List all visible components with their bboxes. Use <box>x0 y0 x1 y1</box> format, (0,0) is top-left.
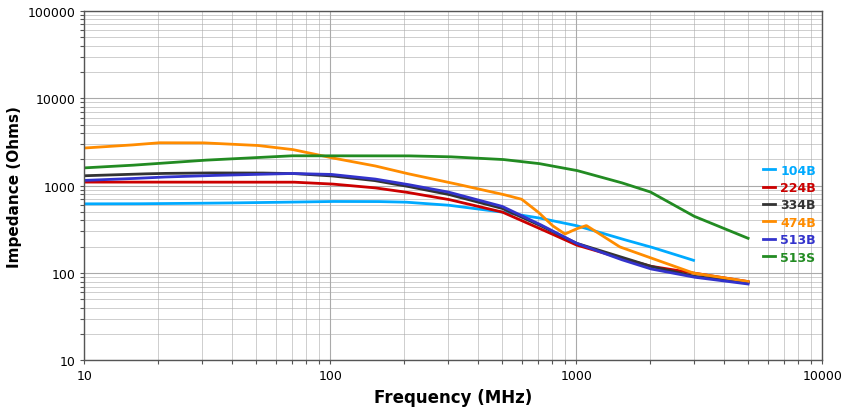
Legend: 104B, 224B, 334B, 474B, 513B, 513S: 104B, 224B, 334B, 474B, 513B, 513S <box>762 164 816 264</box>
Y-axis label: Impedance (Ohms): Impedance (Ohms) <box>7 105 22 267</box>
X-axis label: Frequency (MHz): Frequency (MHz) <box>374 388 532 406</box>
